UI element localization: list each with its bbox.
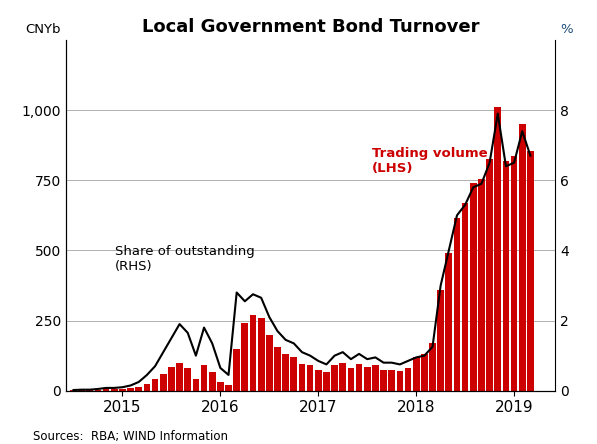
Bar [282,354,289,391]
Bar [274,347,281,391]
Bar [307,365,313,391]
Bar [266,335,273,391]
Bar [209,373,216,391]
Bar [160,374,167,391]
Bar [250,315,256,391]
Bar [331,365,338,391]
Bar [470,183,476,391]
Bar [389,370,395,391]
Bar [364,367,371,391]
Bar [144,384,150,391]
Bar [201,365,207,391]
Bar [315,370,322,391]
Bar [193,380,199,391]
Bar [478,179,485,391]
Bar [413,357,420,391]
Bar [503,161,509,391]
Bar [119,389,126,391]
Bar [372,365,378,391]
Bar [242,323,248,391]
Bar [494,107,501,391]
Bar [438,289,444,391]
Bar [380,370,387,391]
Text: Share of outstanding
(RHS): Share of outstanding (RHS) [115,245,254,273]
Bar [527,151,534,391]
Bar [347,368,354,391]
Bar [233,349,240,391]
Bar [111,389,118,391]
Bar [445,253,452,391]
Bar [340,363,346,391]
Bar [396,371,403,391]
Bar [487,159,493,391]
Text: Trading volume
(LHS): Trading volume (LHS) [372,147,488,174]
Bar [184,368,191,391]
Bar [136,387,142,391]
Bar [176,363,183,391]
Text: Sources:  RBA; WIND Information: Sources: RBA; WIND Information [33,429,228,443]
Bar [258,318,264,391]
Bar [152,380,158,391]
Bar [429,343,436,391]
Bar [519,124,525,391]
Bar [95,390,101,391]
Text: CNYb: CNYb [25,24,61,36]
Bar [168,367,175,391]
Bar [291,357,297,391]
Bar [454,218,460,391]
Bar [78,390,85,391]
Bar [405,368,411,391]
Title: Local Government Bond Turnover: Local Government Bond Turnover [141,18,479,36]
Bar [225,385,232,391]
Bar [421,354,427,391]
Bar [323,373,330,391]
Bar [462,203,469,391]
Bar [70,390,77,391]
Bar [127,388,134,391]
Text: %: % [560,24,573,36]
Bar [103,389,109,391]
Bar [511,156,518,391]
Bar [217,382,224,391]
Bar [87,390,93,391]
Bar [298,364,305,391]
Bar [356,364,362,391]
